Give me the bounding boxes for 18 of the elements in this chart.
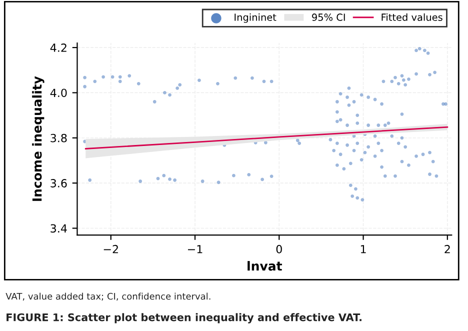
x-tick-label: 0 bbox=[276, 244, 282, 254]
x-tick-label: 2 bbox=[444, 244, 450, 254]
y-axis-title: Income inequality bbox=[32, 76, 44, 201]
legend-label: Ingininet bbox=[234, 13, 276, 23]
line-series bbox=[84, 126, 448, 150]
y-tick-label: 4.0 bbox=[50, 88, 67, 98]
legend-label: Fitted values bbox=[382, 13, 442, 21]
x-axis-title: lnvat bbox=[248, 261, 282, 271]
text: 95% CI bbox=[312, 14, 345, 21]
text: VAT, value added tax; CI, confidence interval. bbox=[6, 292, 210, 301]
caption: FIGURE 1: Scatter plot between inequality and effective VAT. bbox=[6, 313, 362, 324]
y-tick-label: 3.8 bbox=[50, 134, 67, 142]
y-tick-label: 3.6 bbox=[50, 179, 67, 188]
x-tick-label: −2 bbox=[104, 244, 118, 254]
y-tick-label: 4.2 bbox=[50, 44, 66, 52]
y-tick-label: 3.4 bbox=[50, 224, 67, 233]
x-tick-label: −1 bbox=[188, 245, 202, 254]
x-tick-label: 1 bbox=[360, 245, 366, 254]
